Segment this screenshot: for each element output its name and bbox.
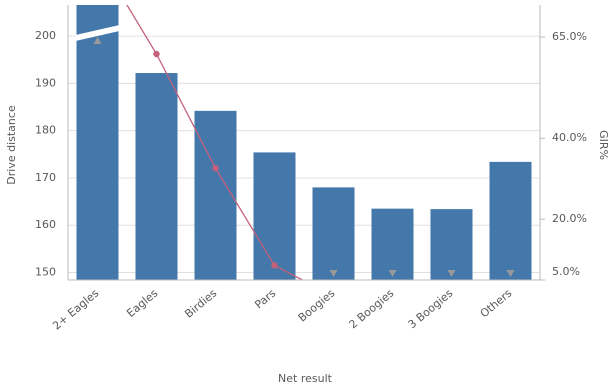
x-tick-label: 2+ Eagles	[50, 286, 101, 332]
y-tick-label: 150	[35, 265, 56, 278]
y-tick-label: 180	[35, 124, 56, 137]
bar	[312, 187, 355, 280]
axis-break	[75, 25, 120, 41]
x-tick-label: Pars	[252, 286, 278, 311]
y2-axis-title: GIR%	[597, 130, 610, 160]
out-of-range-marker	[506, 270, 515, 277]
y-tick-label: 190	[35, 76, 56, 89]
bar	[253, 152, 296, 280]
line-point	[271, 262, 278, 269]
bar	[489, 161, 532, 280]
y2-tick-label: 65.0%	[552, 30, 587, 43]
y2-tick-label: 20.0%	[552, 212, 587, 225]
bar	[76, 5, 119, 280]
y2-tick-label: 5.0%	[552, 265, 580, 278]
out-of-range-marker	[93, 37, 102, 44]
out-of-range-marker	[329, 270, 338, 277]
bar	[430, 209, 473, 280]
line-group	[126, 5, 304, 280]
line	[126, 5, 304, 280]
x-tick-label: Birdies	[182, 286, 219, 320]
line-point	[212, 165, 219, 172]
bar	[194, 110, 237, 281]
x-tick-label: Others	[478, 286, 515, 320]
out-of-range-marker	[447, 270, 456, 277]
bar	[371, 208, 414, 280]
bar	[135, 73, 178, 281]
x-axis-title: Net result	[278, 372, 333, 385]
y-tick-label: 160	[35, 218, 56, 231]
y-tick-label: 170	[35, 171, 56, 184]
x-tick-label: Boogies	[296, 286, 338, 324]
x-tick-label: Eagles	[124, 286, 160, 319]
out-of-range-marker	[388, 270, 397, 277]
y-tick-label: 200	[35, 29, 56, 42]
x-tick-label: 3 Boogies	[406, 286, 456, 331]
y2-tick-label: 40.0%	[552, 131, 587, 144]
line-point	[153, 50, 160, 58]
y-axis-title: Drive distance	[5, 105, 18, 185]
x-tick-label: 2 Boogies	[347, 286, 397, 331]
